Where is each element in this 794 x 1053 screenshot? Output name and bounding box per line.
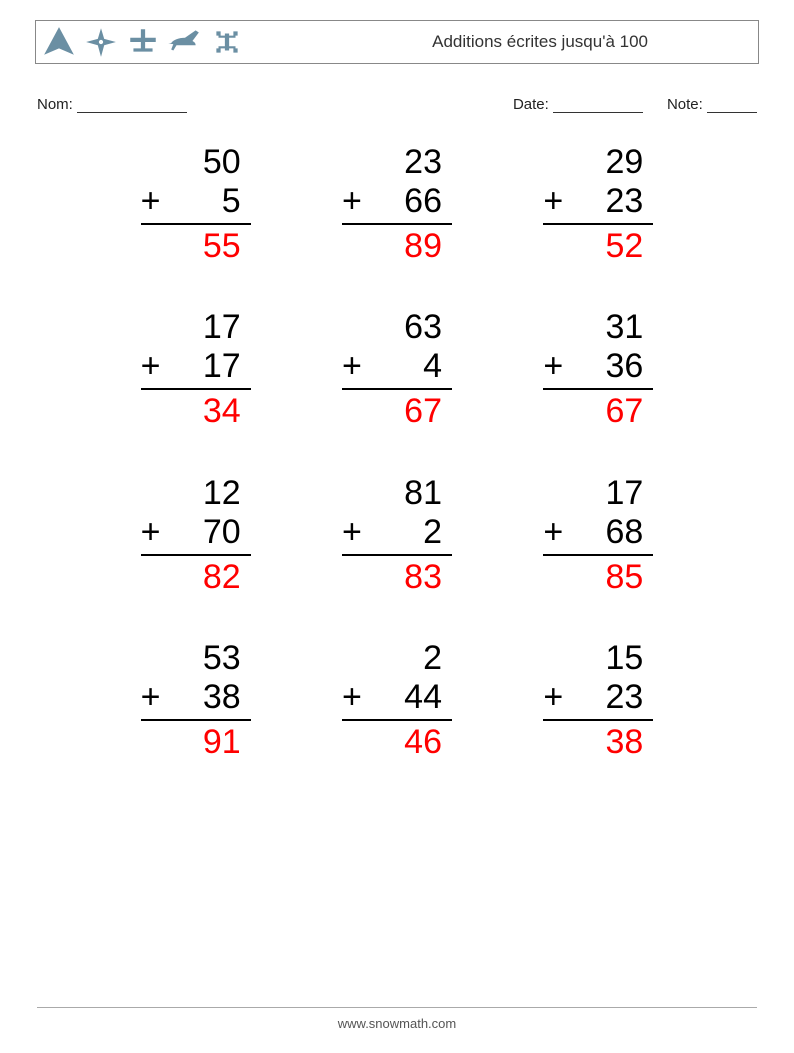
name-label-text: Nom: <box>37 96 73 113</box>
problem-operand-a: 2 <box>342 639 452 678</box>
problem-answer: 46 <box>342 721 452 762</box>
problem: 17+1734 <box>141 308 251 431</box>
plus-sign: + <box>543 513 573 552</box>
plus-sign: + <box>141 513 171 552</box>
problem-operand-a: 31 <box>543 308 653 347</box>
plus-sign: + <box>141 347 171 386</box>
problem: 15+2338 <box>543 639 653 762</box>
problem: 50+555 <box>141 143 251 266</box>
problem-answer: 67 <box>342 390 452 431</box>
header-icons <box>42 25 244 59</box>
plane-2-icon <box>84 25 118 59</box>
problem-operand-b: 68 <box>573 513 643 552</box>
date-label: Date: <box>513 96 643 113</box>
name-label: Nom: <box>37 96 187 113</box>
note-underline <box>707 98 757 113</box>
problem: 81+283 <box>342 474 452 597</box>
problem-operand-a: 15 <box>543 639 653 678</box>
problem-addend-row: +66 <box>342 182 452 225</box>
plane-3-icon <box>126 25 160 59</box>
note-label-text: Note: <box>667 96 703 113</box>
plus-sign: + <box>342 513 372 552</box>
problem-addend-row: +36 <box>543 347 653 390</box>
problem-operand-a: 63 <box>342 308 452 347</box>
problem-operand-a: 17 <box>141 308 251 347</box>
info-row: Nom: Date: Note: <box>35 96 759 113</box>
problem-addend-row: +68 <box>543 513 653 556</box>
problem-addend-row: +38 <box>141 678 251 721</box>
problem-addend-row: +2 <box>342 513 452 556</box>
plane-1-icon <box>42 25 76 59</box>
problem-operand-a: 17 <box>543 474 653 513</box>
problem-operand-a: 50 <box>141 143 251 182</box>
plus-sign: + <box>543 347 573 386</box>
problem-operand-b: 5 <box>171 182 241 221</box>
plus-sign: + <box>342 678 372 717</box>
problem: 23+6689 <box>342 143 452 266</box>
problem-operand-a: 23 <box>342 143 452 182</box>
problem-operand-b: 23 <box>573 678 643 717</box>
problem-answer: 34 <box>141 390 251 431</box>
problem-addend-row: +23 <box>543 182 653 225</box>
date-label-text: Date: <box>513 96 549 113</box>
date-underline <box>553 98 643 113</box>
plus-sign: + <box>342 347 372 386</box>
note-label: Note: <box>667 96 757 113</box>
problem-operand-b: 66 <box>372 182 442 221</box>
footer-line <box>37 1007 757 1008</box>
plane-4-icon <box>168 25 202 59</box>
problem-addend-row: +5 <box>141 182 251 225</box>
problem-operand-b: 36 <box>573 347 643 386</box>
problem: 12+7082 <box>141 474 251 597</box>
problem-operand-a: 53 <box>141 639 251 678</box>
problem-addend-row: +17 <box>141 347 251 390</box>
problem-operand-b: 70 <box>171 513 241 552</box>
problem-answer: 83 <box>342 556 452 597</box>
problem-operand-a: 81 <box>342 474 452 513</box>
problem-operand-b: 23 <box>573 182 643 221</box>
problem-operand-b: 2 <box>372 513 442 552</box>
plus-sign: + <box>141 678 171 717</box>
problem-answer: 89 <box>342 225 452 266</box>
problem-operand-a: 29 <box>543 143 653 182</box>
plus-sign: + <box>543 678 573 717</box>
plus-sign: + <box>543 182 573 221</box>
problem-operand-b: 4 <box>372 347 442 386</box>
plus-sign: + <box>141 182 171 221</box>
problem-operand-b: 17 <box>171 347 241 386</box>
header-box: Additions écrites jusqu'à 100 <box>35 20 759 64</box>
problem-answer: 91 <box>141 721 251 762</box>
problem-addend-row: +23 <box>543 678 653 721</box>
problem-addend-row: +70 <box>141 513 251 556</box>
problem: 29+2352 <box>543 143 653 266</box>
problem-addend-row: +44 <box>342 678 452 721</box>
problem-operand-b: 38 <box>171 678 241 717</box>
footer-text: www.snowmath.com <box>338 1016 456 1031</box>
problem: 31+3667 <box>543 308 653 431</box>
problem-operand-a: 12 <box>141 474 251 513</box>
problem-answer: 38 <box>543 721 653 762</box>
problem-answer: 55 <box>141 225 251 266</box>
problem-answer: 82 <box>141 556 251 597</box>
plane-5-icon <box>210 25 244 59</box>
problem: 53+3891 <box>141 639 251 762</box>
problem: 2+4446 <box>342 639 452 762</box>
problem-answer: 67 <box>543 390 653 431</box>
problem-answer: 52 <box>543 225 653 266</box>
problems-grid: 50+55523+668929+235217+173463+46731+3667… <box>35 143 759 762</box>
problem: 63+467 <box>342 308 452 431</box>
problem-addend-row: +4 <box>342 347 452 390</box>
footer: www.snowmath.com <box>0 1007 794 1031</box>
plus-sign: + <box>342 182 372 221</box>
problem: 17+6885 <box>543 474 653 597</box>
name-underline <box>77 98 187 113</box>
problem-answer: 85 <box>543 556 653 597</box>
problem-operand-b: 44 <box>372 678 442 717</box>
worksheet-title: Additions écrites jusqu'à 100 <box>432 32 648 52</box>
